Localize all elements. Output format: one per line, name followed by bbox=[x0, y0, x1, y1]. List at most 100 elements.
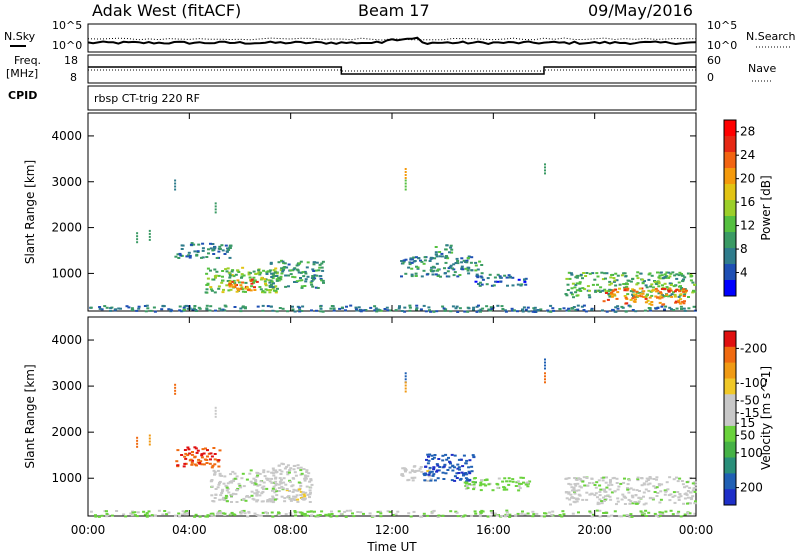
range-cell bbox=[533, 311, 537, 313]
range-cell bbox=[201, 247, 205, 250]
range-cell bbox=[212, 515, 216, 517]
range-cell bbox=[642, 296, 646, 298]
range-cell bbox=[685, 485, 689, 488]
range-cell bbox=[142, 510, 146, 513]
range-cell bbox=[236, 269, 240, 272]
range-cell bbox=[332, 309, 336, 312]
range-cell bbox=[688, 491, 692, 494]
range-cell bbox=[229, 288, 233, 291]
range-cell bbox=[240, 477, 244, 480]
range-cell bbox=[583, 288, 587, 291]
range-cell bbox=[639, 510, 643, 513]
range-cell bbox=[184, 457, 188, 460]
range-cell bbox=[634, 293, 638, 296]
range-cell bbox=[280, 485, 284, 488]
range-cell bbox=[242, 274, 246, 277]
range-cell bbox=[143, 305, 147, 307]
range-cell bbox=[603, 288, 607, 291]
range-cell bbox=[569, 272, 573, 275]
range-cell bbox=[278, 307, 282, 309]
range-cell bbox=[248, 472, 252, 475]
range-cell bbox=[299, 277, 302, 279]
range-cell bbox=[524, 483, 528, 486]
range-cell bbox=[625, 514, 629, 516]
range-cell bbox=[683, 300, 686, 303]
range-cell bbox=[303, 513, 307, 515]
range-cell bbox=[205, 256, 209, 258]
range-cell bbox=[180, 310, 184, 313]
range-cell bbox=[673, 295, 677, 298]
range-cell bbox=[445, 244, 449, 247]
range-cell bbox=[230, 495, 233, 498]
range-cell bbox=[94, 514, 97, 517]
range-cell bbox=[562, 307, 566, 310]
range-cell bbox=[518, 487, 522, 490]
range-cell bbox=[588, 482, 591, 484]
range-cell bbox=[191, 459, 194, 462]
range-cell bbox=[330, 513, 334, 515]
range-cell bbox=[432, 456, 436, 459]
range-cell bbox=[668, 294, 672, 297]
range-cell bbox=[220, 490, 224, 493]
range-cell bbox=[305, 471, 309, 473]
range-cell bbox=[286, 464, 290, 467]
range-cell bbox=[306, 475, 310, 478]
range-cell bbox=[668, 476, 672, 479]
range-cell bbox=[227, 491, 231, 494]
range-cell bbox=[521, 476, 525, 479]
range-cell bbox=[216, 469, 220, 472]
range-cell bbox=[178, 252, 182, 255]
range-cell bbox=[648, 296, 652, 299]
range-cell bbox=[228, 282, 232, 285]
range-cell bbox=[484, 484, 488, 487]
range-cell bbox=[187, 251, 191, 254]
range-cell bbox=[456, 262, 460, 265]
range-cell bbox=[429, 310, 433, 313]
plot-frame bbox=[87, 112, 697, 312]
range-cell bbox=[295, 268, 299, 271]
range-cell bbox=[302, 468, 306, 471]
range-cell bbox=[453, 475, 457, 478]
range-cell bbox=[489, 515, 493, 518]
range-cell bbox=[629, 290, 633, 293]
range-cell bbox=[468, 472, 472, 475]
range-cell bbox=[624, 496, 628, 499]
range-cell bbox=[549, 304, 553, 307]
range-cell bbox=[600, 477, 604, 479]
range-cell bbox=[194, 513, 198, 516]
range-cell bbox=[622, 283, 626, 285]
range-cell bbox=[470, 514, 474, 517]
range-cell bbox=[232, 279, 236, 282]
range-cell bbox=[204, 447, 207, 450]
range-cell bbox=[642, 491, 646, 494]
range-cell bbox=[646, 299, 650, 302]
range-cell bbox=[480, 479, 484, 482]
range-cell bbox=[211, 243, 215, 245]
range-cell bbox=[654, 307, 658, 310]
range-cell bbox=[505, 514, 509, 517]
range-cell bbox=[516, 480, 520, 483]
range-cell bbox=[430, 266, 434, 269]
range-cell bbox=[260, 492, 264, 495]
range-cell bbox=[677, 274, 681, 277]
range-cell bbox=[228, 279, 232, 282]
range-cell bbox=[413, 471, 417, 473]
range-cell bbox=[279, 482, 283, 485]
range-cell bbox=[635, 502, 639, 505]
date-title: 09/May/2016 bbox=[588, 1, 693, 20]
range-cell bbox=[231, 269, 235, 272]
range-cell bbox=[316, 515, 320, 518]
range-cell bbox=[628, 515, 632, 518]
range-cell bbox=[268, 270, 272, 273]
range-cell bbox=[663, 273, 667, 276]
range-cell bbox=[572, 497, 576, 500]
range-cell bbox=[219, 512, 222, 515]
range-cell bbox=[573, 483, 577, 485]
range-cell bbox=[278, 277, 282, 280]
range-cell bbox=[136, 439, 139, 442]
range-cell bbox=[210, 479, 214, 482]
noise-panel-frame bbox=[87, 23, 697, 53]
range-cell bbox=[94, 515, 98, 518]
range-cell bbox=[193, 515, 197, 518]
